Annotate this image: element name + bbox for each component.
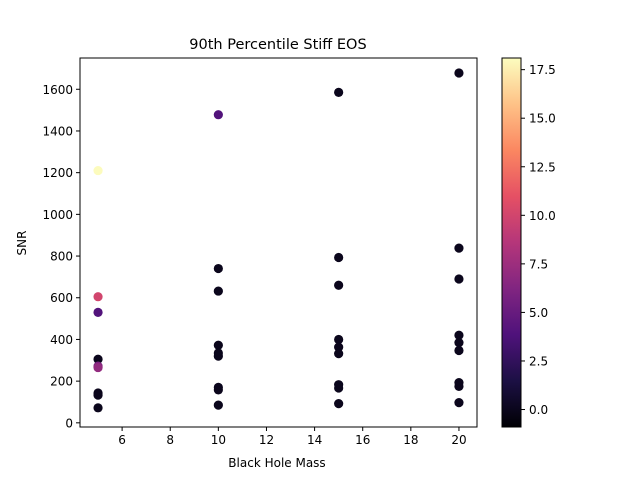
data-point <box>213 351 223 361</box>
data-point <box>454 337 464 348</box>
y-tick-label: 1000 <box>42 208 73 222</box>
data-point <box>93 362 103 373</box>
data-point <box>93 390 103 400</box>
data-point <box>454 381 464 391</box>
colorbar-tick-label: 2.5 <box>529 354 548 368</box>
y-axis-label: SNR <box>15 231 29 256</box>
data-point <box>93 403 103 413</box>
data-point <box>454 330 464 340</box>
colorbar-tick-label: 7.5 <box>529 257 548 271</box>
y-tick-label: 1200 <box>42 166 73 180</box>
data-point <box>334 334 344 345</box>
colorbar-tick-label: 5.0 <box>529 306 548 320</box>
colorbar-tick-label: 10.0 <box>529 209 556 223</box>
data-point <box>334 383 344 393</box>
data-point <box>213 400 223 410</box>
data-point <box>93 354 103 364</box>
data-point <box>334 252 344 263</box>
colorbar-gradient <box>501 57 522 428</box>
y-tick-label: 200 <box>50 375 73 389</box>
x-tick-label: 8 <box>166 433 174 447</box>
y-axis-ticks: 0 200 400 600 800 1000 1200 1400 1600 <box>42 83 80 430</box>
data-point <box>213 286 223 296</box>
x-tick-label: 14 <box>307 433 322 447</box>
colorbar-tick-label: 12.5 <box>529 160 556 174</box>
x-tick-label: 18 <box>403 433 418 447</box>
data-point <box>213 340 223 350</box>
plot-frame <box>79 57 478 428</box>
data-point <box>334 399 344 409</box>
y-tick-label: 800 <box>50 250 73 264</box>
data-point <box>213 385 223 395</box>
data-point <box>93 165 103 176</box>
data-point <box>454 274 464 284</box>
x-axis-label: Black Hole Mass <box>228 456 325 470</box>
y-tick-label: 600 <box>50 291 73 305</box>
y-tick-label: 1600 <box>42 83 73 97</box>
colorbar <box>501 57 522 428</box>
x-tick-label: 20 <box>451 433 466 447</box>
x-tick-label: 10 <box>211 433 226 447</box>
y-tick-label: 400 <box>50 333 73 347</box>
data-point <box>334 349 344 359</box>
y-tick-label: 0 <box>65 416 73 430</box>
plot-area <box>79 57 478 428</box>
data-point <box>334 87 344 97</box>
data-point <box>213 110 223 120</box>
data-point <box>213 263 223 274</box>
x-tick-label: 16 <box>355 433 370 447</box>
x-tick-label: 6 <box>118 433 126 447</box>
colorbar-tick-label: 15.0 <box>529 112 556 126</box>
data-point <box>454 243 464 253</box>
data-point <box>93 307 103 317</box>
data-point <box>93 292 103 302</box>
y-tick-label: 1400 <box>42 124 73 138</box>
x-axis-ticks: 6 8 10 12 14 16 18 20 <box>118 427 467 447</box>
data-point <box>454 68 464 78</box>
colorbar-ticks: 0.0 2.5 5.0 7.5 10.0 12.5 15.0 17.5 <box>521 63 556 417</box>
data-point <box>334 280 344 290</box>
data-point <box>454 345 464 356</box>
x-tick-label: 12 <box>259 433 274 447</box>
data-points <box>93 68 464 413</box>
data-point <box>454 398 464 408</box>
colorbar-tick-label: 0.0 <box>529 403 548 417</box>
chart-title: 90th Percentile Stiff EOS <box>189 37 366 53</box>
colorbar-tick-label: 17.5 <box>529 63 556 77</box>
data-point <box>334 342 344 352</box>
